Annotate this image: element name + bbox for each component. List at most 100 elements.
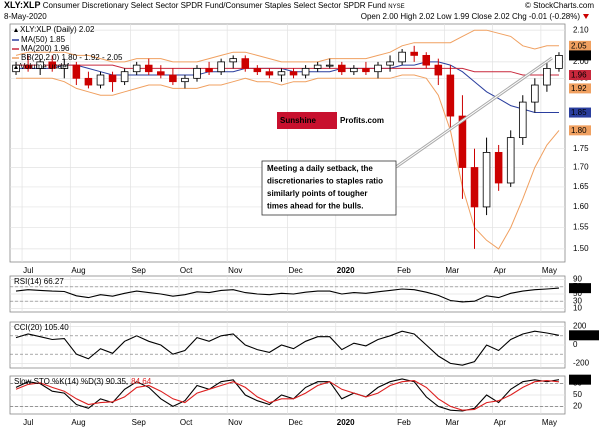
- legend-marker: [14, 65, 18, 69]
- annotation-box: [261, 160, 397, 216]
- down-arrow: [583, 14, 589, 19]
- last-value-label: 1.80: [571, 126, 587, 135]
- legend-marker: [14, 28, 18, 32]
- candle-body: [410, 51, 418, 56]
- candle-body: [265, 71, 274, 76]
- legend-label: BB(20,2.0) 1.80 - 1.92 - 2.05: [21, 53, 123, 62]
- x-tick-label: Nov: [228, 418, 242, 427]
- candle-body: [241, 58, 250, 69]
- y-tick-label: -200: [573, 359, 590, 368]
- candle-body: [362, 68, 370, 73]
- candle-body: [458, 115, 467, 168]
- x-tick-label: 2020: [337, 266, 355, 275]
- symbol: XLY:XLP: [4, 0, 41, 10]
- logo-bg: [277, 112, 337, 129]
- candle-body: [96, 74, 105, 86]
- series-line: [15, 380, 560, 411]
- panel-title-text: CCI(20) 105.40: [14, 323, 69, 332]
- candle-body: [157, 71, 165, 76]
- trend-line: [395, 57, 553, 168]
- x-tick-label: Apr: [494, 266, 507, 275]
- y-tick-label: 1.70: [573, 163, 589, 172]
- y-tick-label: 90: [573, 275, 582, 284]
- candle-body: [60, 64, 69, 69]
- y-tick-label: 1.60: [573, 202, 589, 211]
- y-tick-label: 1.50: [573, 244, 589, 253]
- series-line: [15, 330, 560, 366]
- candle-body: [132, 64, 141, 73]
- last-value-label: 1.85: [571, 108, 587, 117]
- x-tick-label: Oct: [180, 418, 193, 427]
- candle-body: [229, 58, 237, 63]
- series-line: [15, 29, 559, 63]
- candle-body: [36, 61, 44, 69]
- y-tick-label: 1.65: [573, 182, 589, 191]
- candle-body: [531, 84, 539, 103]
- y-tick-label: 50: [573, 289, 582, 298]
- copyright: © StockCharts.com: [525, 1, 594, 10]
- y-tick-label: 2.10: [573, 25, 589, 34]
- last-value-box: [569, 83, 591, 94]
- annotation-text: times ahead for the bulls.: [267, 202, 363, 211]
- last-value-label: 2.02: [571, 51, 587, 60]
- exchange: NYSE: [388, 4, 404, 10]
- x-tick-label: Dec: [289, 266, 303, 275]
- x-tick-label: Apr: [494, 418, 507, 427]
- candle-body: [72, 64, 81, 79]
- x-tick-label: Feb: [397, 418, 411, 427]
- y-tick-label: 20: [573, 402, 582, 411]
- candle-body: [277, 71, 286, 76]
- x-tick-label: May: [542, 266, 557, 275]
- candle-body: [181, 77, 189, 83]
- series-line: [16, 64, 559, 76]
- candle-body: [144, 64, 153, 73]
- x-tick-label: Aug: [71, 266, 85, 275]
- x-tick-label: Mar: [445, 418, 459, 427]
- y-tick-label: 1.75: [573, 144, 589, 153]
- date: 8-May-2020: [4, 12, 47, 21]
- candle-body: [470, 167, 479, 208]
- annotation-text: similarly points of tougher: [267, 189, 367, 198]
- panel-title: CCI(20) 105.40: [14, 323, 69, 332]
- candle-body: [482, 151, 491, 208]
- legend-label: Volume undef: [20, 62, 70, 71]
- y-tick-label: 30: [573, 296, 582, 305]
- candle-body: [313, 64, 322, 69]
- x-tick-label: Sep: [132, 418, 147, 427]
- panel-title-text: 84.64: [131, 377, 152, 386]
- x-tick-label: Nov: [228, 266, 242, 275]
- last-value-box: [569, 283, 591, 294]
- last-value-box: [569, 125, 591, 136]
- candle-body: [350, 68, 358, 73]
- candle-body: [434, 64, 443, 76]
- candle-body: [253, 68, 262, 73]
- panel-title-text: RSI(14) 66.27: [14, 277, 64, 286]
- last-value-label: 90.35: [571, 375, 592, 384]
- x-tick-label: Jul: [23, 418, 33, 427]
- candle-body: [84, 77, 93, 86]
- legend-label: MA(50) 1.85: [21, 35, 66, 44]
- quote: Open 2.00 High 2.02 Low 1.99 Close 2.02 …: [361, 12, 581, 21]
- candle-body: [506, 137, 515, 184]
- legend-label: XLY:XLP (Daily) 2.02: [20, 25, 95, 34]
- y-tick-label: 2.00: [573, 57, 589, 66]
- candle-body: [169, 74, 177, 83]
- y-tick-label: 1.55: [573, 223, 589, 232]
- annotation-text: Meeting a daily setback, the: [267, 164, 373, 173]
- y-tick-label: 50: [573, 390, 582, 399]
- candle-body: [301, 68, 310, 76]
- candle-body: [543, 68, 551, 86]
- candle-body: [217, 61, 225, 73]
- candle-body: [374, 64, 382, 73]
- last-value-label: 2.05: [571, 41, 587, 50]
- x-tick-label: Dec: [289, 418, 303, 427]
- legend-label: MA(200) 1.96: [21, 44, 70, 53]
- panel-title-text: Slow STO %K(14) %D(3) 90.35,: [14, 377, 128, 386]
- x-tick-label: Sep: [132, 266, 147, 275]
- series-line: [15, 287, 560, 303]
- candle-body: [24, 64, 32, 69]
- last-value-label: 1.96: [571, 71, 587, 80]
- x-tick-label: May: [542, 418, 557, 427]
- candle-body: [205, 68, 213, 73]
